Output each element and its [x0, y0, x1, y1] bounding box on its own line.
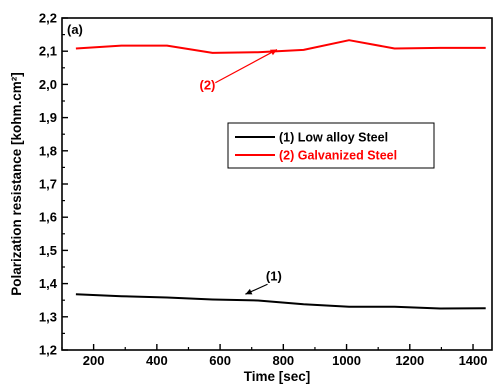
- y-tick-label: 2,0: [39, 77, 57, 92]
- y-tick-label: 2,1: [39, 44, 57, 59]
- x-tick-label: 800: [272, 353, 294, 368]
- y-tick-label: 1,9: [39, 110, 57, 125]
- legend-box: [227, 122, 435, 169]
- legend-label-galvanized-steel: (2) Galvanized Steel: [279, 149, 397, 163]
- y-tick-label: 1,4: [39, 276, 58, 291]
- x-tick-label: 1000: [332, 353, 361, 368]
- y-tick-label: 1,8: [39, 143, 57, 158]
- legend: (1) Low alloy Steel (2) Galvanized Steel: [227, 122, 435, 169]
- y-axis-title: Polarization resistance [kohm.cm²]: [9, 72, 24, 296]
- legend-label-low-alloy-steel: (1) Low alloy Steel: [279, 131, 388, 145]
- series-line-galvanized-steel: [75, 39, 486, 54]
- series-line-low-alloy-steel: [75, 293, 486, 310]
- panel-label: (a): [67, 22, 83, 37]
- annotation-label-1: (1): [266, 268, 282, 283]
- y-tick-label: 1,6: [39, 210, 57, 225]
- annotation-label-2: (2): [199, 77, 215, 92]
- x-tick-label: 200: [83, 353, 105, 368]
- y-tick-label: 1,3: [39, 309, 57, 324]
- x-axis-title: Time [sec]: [244, 369, 311, 384]
- x-tick-label: 400: [146, 353, 168, 368]
- plot-frame: [61, 17, 493, 351]
- x-tick-label: 600: [209, 353, 231, 368]
- annotation-arrowhead-1: [245, 288, 253, 295]
- x-tick-label: 1400: [459, 353, 488, 368]
- y-tick-label: 2,2: [39, 11, 57, 26]
- annotation-arrow-2: [215, 49, 278, 84]
- y-tick-label: 1,7: [39, 177, 57, 192]
- x-tick-label: 1200: [395, 353, 424, 368]
- y-tick-label: 1,5: [39, 243, 57, 258]
- annotation-arrowhead-2: [270, 49, 277, 56]
- y-tick-label: 1,2: [39, 343, 57, 358]
